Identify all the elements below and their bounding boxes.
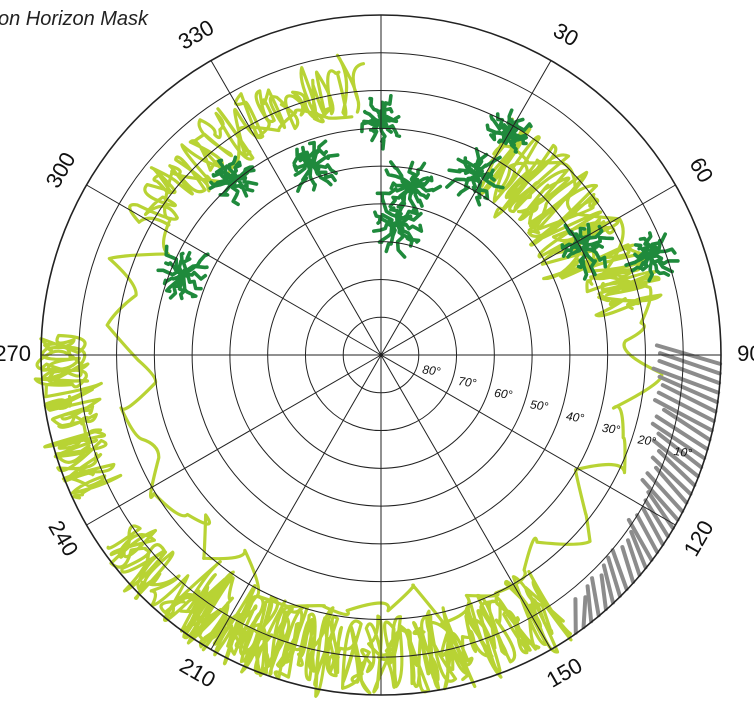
- building-hatch-line: [599, 573, 608, 612]
- building-hatch-line: [581, 595, 588, 630]
- azimuth-spoke-330: [210, 60, 382, 356]
- building-hatch-line: [626, 538, 642, 577]
- azimuth-spoke-120: [380, 354, 676, 526]
- building-hatch-line: [656, 431, 704, 470]
- building-hatch-line: [629, 529, 648, 570]
- azimuth-label-60: 60: [685, 153, 719, 187]
- tree-crown-2: [292, 139, 340, 193]
- elevation-label-70: 70°: [457, 374, 477, 390]
- building-obstruction: [573, 343, 723, 635]
- azimuth-label-120: 120: [679, 516, 719, 560]
- light-vegetation-north-west: [128, 53, 366, 227]
- azimuth-spoke-240: [86, 354, 382, 526]
- horizon-mask-layer: [33, 53, 723, 698]
- building-hatch-line: [646, 490, 675, 530]
- building-hatch-line: [657, 374, 719, 405]
- building-hatch-line: [620, 544, 636, 584]
- light-vegetation-east-north: [584, 243, 663, 318]
- building-hatch-line: [653, 398, 714, 433]
- building-hatch-line: [657, 359, 722, 386]
- elevation-labels: 80° 70° 60° 50° 40° 30° 20° 10°: [421, 362, 693, 460]
- tree-crown-7: [372, 192, 424, 259]
- diagram-title: on Horizon Mask: [0, 8, 149, 30]
- building-hatch-line: [601, 563, 615, 605]
- tree-crown-8: [156, 244, 210, 301]
- light-vegetation-west: [33, 333, 123, 500]
- building-hatch-line: [640, 477, 680, 522]
- building-hatch-line: [650, 421, 707, 461]
- building-hatch-line: [651, 438, 700, 479]
- building-hatch-line: [662, 407, 712, 442]
- azimuth-spoke-30: [380, 60, 552, 356]
- azimuth-label-210: 210: [176, 653, 220, 693]
- building-hatch-line: [657, 351, 722, 376]
- polar-grid: [40, 14, 722, 696]
- azimuth-label-330: 330: [174, 15, 218, 55]
- elevation-label-30: 30°: [601, 421, 621, 437]
- building-hatch-line: [626, 517, 654, 562]
- building-hatch-line: [654, 465, 689, 505]
- azimuth-spoke-210: [210, 354, 382, 650]
- building-hatch-line: [656, 449, 697, 488]
- elevation-label-80: 80°: [421, 362, 441, 378]
- elevation-label-10: 10°: [673, 444, 693, 460]
- building-hatch-line: [635, 513, 660, 555]
- elevation-label-60: 60°: [493, 386, 513, 402]
- azimuth-spoke-300: [86, 184, 382, 356]
- building-hatch-line: [645, 471, 685, 514]
- tree-crown-4: [375, 160, 443, 215]
- azimuth-label-90: 90: [737, 341, 754, 366]
- azimuth-label-240: 240: [43, 516, 83, 560]
- azimuth-spoke-60: [380, 184, 676, 356]
- azimuth-label-300: 300: [41, 148, 81, 192]
- building-hatch-line: [606, 555, 622, 598]
- building-hatch-line: [651, 366, 721, 395]
- light-vegetation-north-east: [478, 117, 631, 281]
- light-vegetation-south-west: [106, 524, 274, 678]
- building-hatch-line: [643, 498, 670, 539]
- building-hatch-line: [660, 383, 718, 414]
- light-vegetation-south: [166, 560, 573, 698]
- azimuth-label-270: 270: [0, 341, 31, 366]
- azimuth-spoke-150: [380, 354, 552, 650]
- building-hatch-line: [610, 548, 629, 592]
- building-hatch-line: [641, 506, 665, 547]
- building-hatch-line: [654, 414, 709, 451]
- building-hatch-line: [656, 390, 716, 424]
- building-hatch-line: [590, 576, 601, 618]
- tree-crown-5: [445, 147, 505, 207]
- building-hatch-line: [585, 584, 594, 624]
- elevation-label-20: 20°: [636, 432, 657, 449]
- elevation-label-50: 50°: [529, 397, 549, 413]
- elevation-label-40: 40°: [565, 409, 585, 425]
- tree-crown-10: [624, 231, 680, 283]
- azimuth-label-30: 30: [549, 18, 583, 52]
- azimuth-label-150: 150: [542, 653, 586, 693]
- building-hatch-line: [650, 455, 693, 496]
